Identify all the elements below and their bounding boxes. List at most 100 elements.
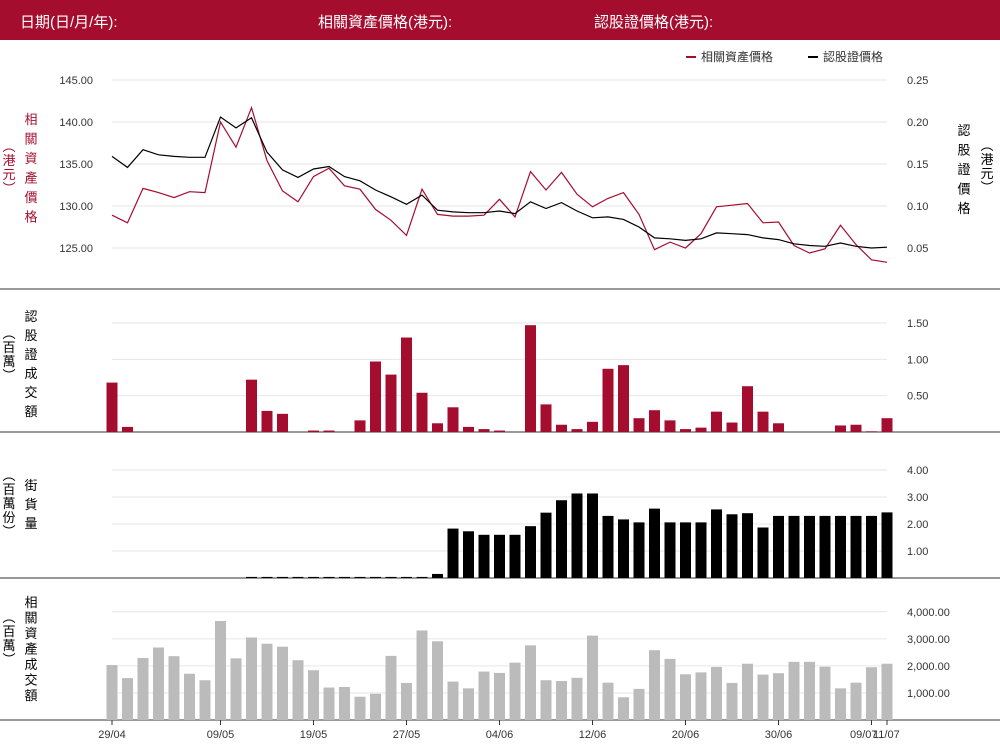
axis-unit-char: ︵ bbox=[2, 468, 15, 483]
warrant-turnover-bar bbox=[680, 429, 691, 432]
warrant-turnover-bar bbox=[602, 368, 614, 432]
outstanding-quantity-bar bbox=[633, 522, 645, 578]
outstanding-quantity-bar bbox=[649, 508, 660, 578]
right-axis-title-char: 認 bbox=[957, 123, 970, 138]
warrant-turnover-bar bbox=[664, 420, 676, 432]
outstanding-quantity-bar bbox=[695, 522, 707, 578]
underlying-turnover-bar bbox=[184, 673, 195, 720]
left-y-tick-label: 145.00 bbox=[59, 75, 93, 87]
underlying-turnover-bar bbox=[478, 671, 490, 720]
underlying-turnover-bar bbox=[850, 682, 862, 720]
outstanding-quantity-bar bbox=[277, 576, 288, 578]
underlying-turnover-bar bbox=[711, 666, 722, 720]
axis-unit-char: 萬 bbox=[2, 496, 15, 511]
outstanding-quantity-bar bbox=[540, 512, 552, 578]
warrant-turnover-bar bbox=[494, 430, 505, 432]
left-y-tick-label: 125.00 bbox=[59, 243, 93, 255]
left-axis-title-char: 資 bbox=[24, 151, 37, 166]
date-readout-label: 日期(日/月/年): bbox=[20, 14, 118, 31]
axis-title-char: 貨 bbox=[24, 497, 37, 512]
y-tick-label: 4.00 bbox=[907, 465, 928, 477]
outstanding-quantity-bar bbox=[602, 515, 614, 578]
underlying-turnover-bar bbox=[277, 646, 288, 720]
underlying-turnover-bar bbox=[401, 682, 412, 720]
axis-title-char: 量 bbox=[24, 516, 37, 531]
left-axis-title-char: 關 bbox=[24, 132, 37, 147]
outstanding-quantity-bar bbox=[432, 573, 443, 578]
axis-unit-char: 萬 bbox=[2, 354, 15, 369]
left-axis-unit-char: 元 bbox=[2, 167, 15, 182]
outstanding-quantity-bar bbox=[246, 576, 257, 578]
underlying-turnover-bar bbox=[618, 697, 629, 720]
warrant-turnover-bar bbox=[711, 411, 722, 432]
y-tick-label: 2,000.00 bbox=[907, 661, 950, 673]
underlying-turnover-bar bbox=[525, 645, 536, 720]
warrant-turnover-bar bbox=[432, 423, 443, 432]
axis-title-char: 成 bbox=[24, 366, 37, 381]
warrant-turnover-bar bbox=[106, 382, 118, 432]
axis-title-char: 認 bbox=[24, 309, 37, 324]
outstanding-quantity-bar bbox=[525, 526, 536, 578]
warrant-turnover-bar bbox=[726, 422, 738, 432]
left-y-tick-label: 135.00 bbox=[59, 159, 93, 171]
warrant-turnover-bar bbox=[463, 426, 474, 432]
outstanding-quantity-bar bbox=[261, 576, 273, 578]
underlying-turnover-bar bbox=[122, 678, 133, 720]
outstanding-quantity-bar bbox=[804, 515, 815, 578]
x-tick-label: 29/04 bbox=[98, 729, 126, 741]
underlying-turnover-bar bbox=[230, 658, 242, 720]
outstanding-quantity-bar bbox=[711, 509, 722, 578]
y-tick-label: 1.00 bbox=[907, 546, 928, 558]
warrant-turnover-bar bbox=[850, 424, 862, 432]
underlying-price-line bbox=[111, 105, 888, 263]
axis-unit-char: ︵ bbox=[2, 610, 15, 625]
warrant-turnover-bar bbox=[742, 386, 753, 432]
underlying-turnover-bar bbox=[432, 641, 443, 720]
y-tick-label: 1.50 bbox=[907, 318, 928, 330]
underlying-turnover-bar bbox=[323, 687, 335, 720]
legend-warrant-label: 認股證價格 bbox=[823, 49, 883, 64]
x-tick-label: 20/06 bbox=[672, 729, 700, 741]
outstanding-quantity-bar bbox=[726, 514, 738, 578]
axis-title-char: 額 bbox=[24, 688, 37, 703]
underlying-turnover-bar bbox=[649, 650, 660, 720]
underlying-turnover-bar bbox=[106, 665, 118, 720]
underlying-turnover-bar bbox=[773, 673, 784, 720]
y-tick-label: 1,000.00 bbox=[907, 688, 950, 700]
x-tick-label: 12/06 bbox=[579, 729, 607, 741]
axis-unit-char: 百 bbox=[2, 624, 15, 639]
left-axis-unit-char: 港 bbox=[2, 153, 15, 168]
outstanding-quantity-bar bbox=[292, 576, 304, 578]
y-tick-label: 3.00 bbox=[907, 492, 928, 504]
axis-title-char: 交 bbox=[24, 673, 37, 688]
warrant-turnover-bar bbox=[571, 429, 583, 432]
right-axis-title-char: 證 bbox=[957, 162, 970, 177]
axis-unit-char: 百 bbox=[2, 482, 15, 497]
left-axis-title-char: 價 bbox=[24, 190, 37, 205]
warrant-turnover-bar bbox=[122, 426, 133, 432]
warrant-turnover-bar bbox=[587, 421, 598, 432]
underlying-turnover-bar bbox=[835, 688, 846, 720]
underlying-turnover-bar bbox=[587, 635, 598, 720]
outstanding-quantity-bar bbox=[680, 522, 691, 578]
warrant-turnover-bar bbox=[370, 361, 381, 432]
axis-title-char: 成 bbox=[24, 657, 37, 672]
left-y-tick-label: 140.00 bbox=[59, 117, 93, 129]
right-y-tick-label: 0.05 bbox=[907, 243, 928, 255]
warrant-turnover-bar bbox=[478, 429, 490, 432]
outstanding-quantity-bar bbox=[354, 576, 366, 578]
left-axis-title-char: 格 bbox=[24, 210, 37, 225]
axis-unit-char: ︶ bbox=[2, 524, 15, 539]
outstanding-quantity-bar bbox=[819, 515, 831, 578]
x-tick-label: 04/06 bbox=[486, 729, 514, 741]
axis-title-char: 證 bbox=[24, 347, 37, 362]
underlying-turnover-bar bbox=[416, 630, 428, 720]
underlying-turnover-bar bbox=[881, 663, 893, 720]
outstanding-quantity-bar bbox=[742, 513, 753, 578]
underlying-turnover-bar bbox=[137, 658, 149, 720]
underlying-turnover-bar bbox=[292, 660, 304, 720]
right-y-tick-label: 0.10 bbox=[907, 201, 928, 213]
outstanding-quantity-bar bbox=[370, 576, 381, 578]
right-axis-unit-char: 元 bbox=[980, 166, 993, 181]
